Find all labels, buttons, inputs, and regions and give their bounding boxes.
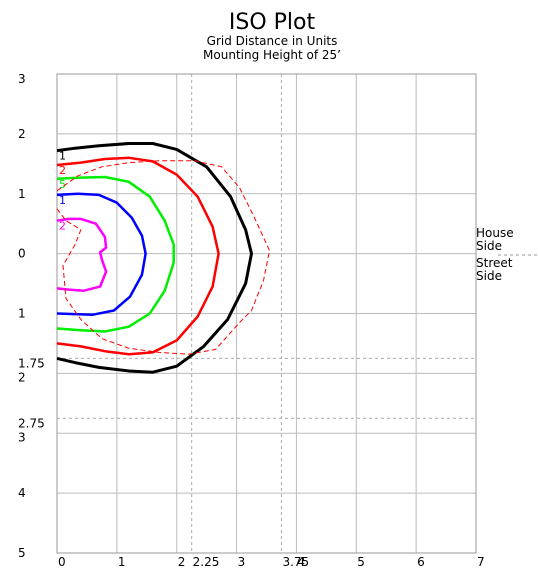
chart-subtitle-line-2: Mounting Height of 25’	[203, 48, 341, 62]
dashed-reference-lines	[57, 74, 476, 553]
y-tick-label: 5	[18, 546, 26, 560]
contour-label-0: 1	[59, 150, 66, 163]
x-tick-label: 1	[118, 555, 126, 569]
x-tick-label: 3	[238, 555, 246, 569]
contour-line-3	[56, 192, 147, 316]
x-tick-label: 6	[417, 555, 425, 569]
y-tick-label: 3	[18, 430, 26, 444]
y-tick-label: 3	[18, 72, 26, 86]
x-tick-label: 2	[178, 555, 186, 569]
y-tick-label: 2	[18, 370, 26, 384]
contour-line-4	[56, 217, 108, 292]
x-tick-label: 2.25	[193, 555, 220, 569]
y-tick-label: 0	[18, 247, 26, 261]
y-tick-label: 1	[18, 307, 26, 321]
y-tick-label: 2.75	[18, 416, 45, 430]
y-tick-label: 1	[18, 187, 26, 201]
house-side-label-1: House	[476, 226, 514, 240]
contour-label-2: 5	[59, 178, 66, 191]
x-tick-label: 3.75	[282, 555, 309, 569]
x-tick-label: 0	[58, 555, 66, 569]
contour-line-5	[56, 160, 270, 355]
y-tick-label: 1.75	[18, 356, 45, 370]
x-tick-labels: 0 1 2 2.25 3 3.754 5 6 7	[58, 555, 485, 569]
chart-title: ISO Plot	[229, 10, 316, 35]
x-tick-label: 4	[297, 555, 305, 569]
street-side-label-2: Side	[476, 269, 502, 283]
contour-line-2	[56, 175, 175, 333]
y-tick-label: 2	[18, 127, 26, 141]
contour-line-0	[56, 142, 253, 374]
contour-label-4: 2	[59, 220, 66, 233]
contour-line-1	[56, 156, 220, 356]
grid-lines	[57, 74, 476, 553]
y-tick-label: 4	[18, 486, 26, 500]
house-side-label-2: Side	[476, 239, 502, 253]
street-side-label-1: Street	[476, 256, 513, 270]
x-tick-label: 7	[477, 555, 485, 569]
contour-label-1: 2	[59, 164, 66, 177]
chart-subtitle-line-1: Grid Distance in Units	[207, 34, 338, 48]
contour-label-3: 1	[59, 194, 66, 207]
x-tick-label: 5	[357, 555, 365, 569]
